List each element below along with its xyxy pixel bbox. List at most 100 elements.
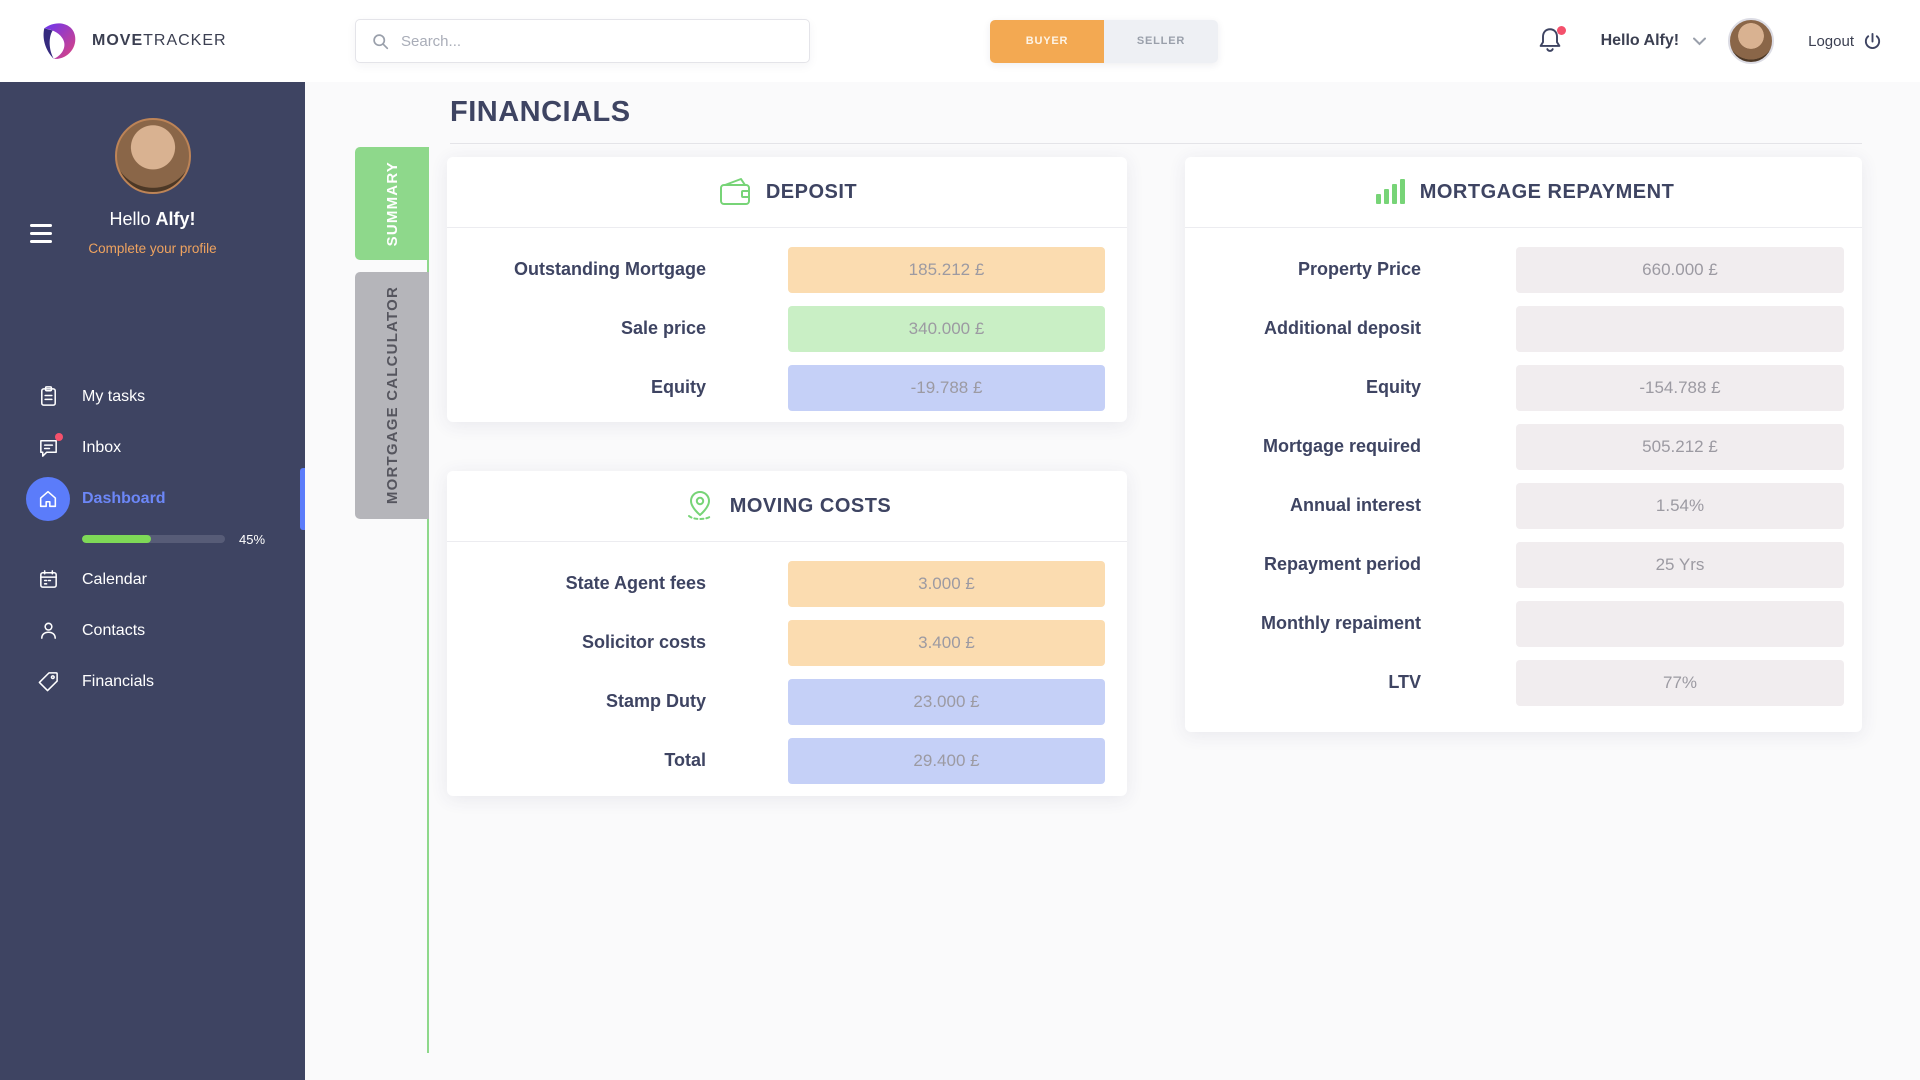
sidebar-item-dashboard[interactable]: Dashboard [0, 468, 305, 530]
page-header: FINANCIALS [450, 96, 1862, 144]
sidebar-item-contacts[interactable]: Contacts [0, 605, 305, 656]
deposit-card: DEPOSIT Outstanding Mortgage 185.212 £ S… [447, 157, 1127, 422]
additional-deposit-field[interactable] [1516, 305, 1844, 352]
inbox-icon [26, 426, 70, 470]
buyer-seller-toggle: BUYER SELLER [990, 19, 1218, 63]
equity-field[interactable]: -19.788 £ [788, 364, 1105, 411]
mortgage-required-field[interactable]: 505.212 £ [1516, 423, 1844, 470]
complete-profile-link[interactable]: Complete your profile [88, 241, 217, 256]
card-title: DEPOSIT [765, 180, 858, 203]
moving-costs-row: Stamp Duty 23.000 £ [447, 672, 1127, 731]
progress-bar [82, 535, 225, 543]
card-title: MORTGAGE REPAYMENT [1419, 180, 1675, 203]
tab-summary[interactable]: SUMMARY [355, 147, 429, 260]
outstanding-mortgage-field[interactable]: 185.212 £ [788, 246, 1105, 293]
mortgage-row: Monthly repaiment [1185, 594, 1862, 653]
sidebar-avatar[interactable] [114, 118, 191, 194]
row-label: LTV [1388, 672, 1421, 692]
row-label: Repayment period [1263, 554, 1421, 574]
wallet-icon [719, 178, 750, 205]
logout-button[interactable]: Logout [1808, 32, 1882, 51]
sidebar: Hello Alfy! Complete your profile My task… [0, 82, 305, 1080]
row-label: Equity [650, 377, 706, 397]
page-title: FINANCIALS [450, 96, 631, 128]
sale-price-field[interactable]: 340.000 £ [788, 305, 1105, 352]
row-label: Mortgage required [1262, 436, 1421, 456]
mortgage-row: Additional deposit [1185, 299, 1862, 358]
mortgage-row: Mortgage required 505.212 £ [1185, 417, 1862, 476]
logout-label: Logout [1808, 32, 1854, 50]
search-input[interactable] [401, 32, 793, 50]
equity-field[interactable]: -154.788 £ [1516, 364, 1844, 411]
row-label: Sale price [620, 318, 706, 338]
tasks-icon [26, 375, 70, 419]
moving-costs-card: MOVING COSTS State Agent fees 3.000 £ So… [447, 471, 1127, 796]
deposit-row: Equity -19.788 £ [447, 358, 1127, 417]
avatar[interactable] [1728, 18, 1775, 64]
tab-rail: SUMMARY MORTGAGE CALCULATOR [355, 147, 429, 1053]
notifications-bell-icon[interactable] [1537, 26, 1567, 56]
deposit-card-header: DEPOSIT [447, 157, 1127, 228]
moving-costs-row: Total 29.400 £ [447, 731, 1127, 790]
row-label: Total [664, 750, 706, 770]
sidebar-item-calendar[interactable]: Calendar [0, 554, 305, 605]
buyer-toggle-button[interactable]: BUYER [990, 19, 1104, 63]
rail-line [427, 147, 429, 1053]
sidebar-item-label: Calendar [82, 570, 147, 588]
card-title: MOVING COSTS [729, 494, 892, 517]
sidebar-greeting: Hello Alfy! [109, 209, 196, 229]
repayment-period-field[interactable]: 25 Yrs [1516, 541, 1844, 588]
sidebar-item-label: Dashboard [82, 489, 166, 507]
total-field[interactable]: 29.400 £ [788, 737, 1105, 784]
home-icon [26, 476, 70, 521]
price-tag-icon [26, 660, 70, 704]
topbar-greeting: Hello Alfy! [1600, 32, 1680, 49]
tab-mortgage-calculator[interactable]: MORTGAGE CALCULATOR [355, 272, 429, 519]
ltv-field[interactable]: 77% [1516, 659, 1844, 706]
sidebar-item-label: Contacts [82, 621, 146, 639]
topbar: MOVETRACKER BUYER SELLER Hello Alfy! Log… [0, 0, 1920, 82]
bar-chart-icon [1375, 179, 1405, 204]
moving-costs-row: State Agent fees 3.000 £ [447, 554, 1127, 613]
property-price-field[interactable]: 660.000 £ [1516, 246, 1844, 293]
row-label: Stamp Duty [605, 691, 706, 711]
sidebar-item-financials[interactable]: Financials [0, 656, 305, 707]
progress-label: 45% [239, 531, 266, 547]
seller-toggle-button[interactable]: SELLER [1104, 19, 1218, 63]
mortgage-row: LTV 77% [1185, 653, 1862, 712]
main-content: FINANCIALS SUMMARY MORTGAGE CALCULATOR D… [305, 82, 1920, 1080]
sidebar-item-inbox[interactable]: Inbox [0, 422, 305, 473]
notification-dot [1556, 26, 1566, 35]
sidebar-item-label: Inbox [82, 438, 122, 456]
row-label: Property Price [1297, 259, 1421, 279]
moving-costs-card-header: MOVING COSTS [447, 471, 1127, 542]
hamburger-menu-icon[interactable] [30, 224, 52, 248]
annual-interest-field[interactable]: 1.54% [1516, 482, 1844, 529]
person-icon [26, 609, 70, 653]
brand-name: MOVETRACKER [92, 32, 227, 49]
chevron-down-icon[interactable] [1693, 37, 1707, 46]
progress-fill [82, 535, 151, 543]
mortgage-card-header: MORTGAGE REPAYMENT [1185, 157, 1862, 228]
row-label: State Agent fees [565, 573, 706, 593]
solicitor-costs-field[interactable]: 3.400 £ [788, 619, 1105, 666]
row-label: Solicitor costs [581, 632, 706, 652]
search-box [355, 19, 810, 63]
brand: MOVETRACKER [0, 20, 305, 62]
stamp-duty-field[interactable]: 23.000 £ [788, 678, 1105, 725]
calendar-icon [26, 558, 70, 602]
row-label: Annual interest [1289, 495, 1421, 515]
inbox-notification-dot [55, 432, 63, 441]
active-indicator [300, 468, 305, 530]
deposit-row: Sale price 340.000 £ [447, 299, 1127, 358]
dashboard-progress: 45% [0, 524, 305, 554]
sidebar-item-my-tasks[interactable]: My tasks [0, 371, 305, 422]
state-agent-fees-field[interactable]: 3.000 £ [788, 560, 1105, 607]
sidebar-item-label: My tasks [82, 387, 146, 405]
row-label: Monthly repaiment [1260, 613, 1421, 633]
monthly-repayment-field[interactable] [1516, 600, 1844, 647]
brand-logo-icon [43, 23, 76, 59]
topbar-right: Hello Alfy! Logout [1537, 18, 1920, 64]
mortgage-row: Repayment period 25 Yrs [1185, 535, 1862, 594]
mortgage-repayment-card: MORTGAGE REPAYMENT Property Price 660.00… [1185, 157, 1862, 732]
